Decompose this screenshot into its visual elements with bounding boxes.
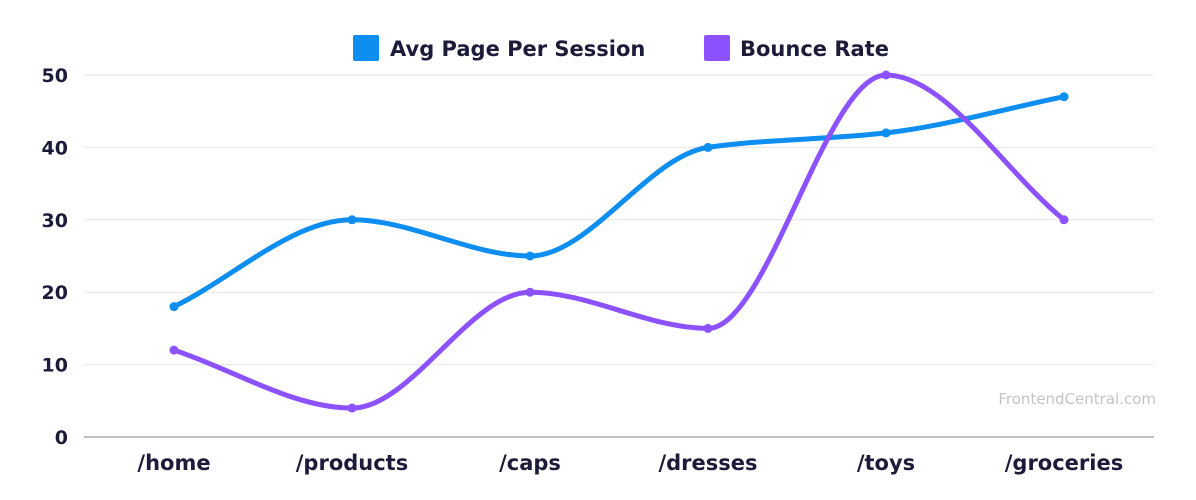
y-tick-label: 20 <box>42 282 68 304</box>
series-avg-page-per-session <box>169 92 1069 312</box>
x-tick-label: /caps <box>499 451 561 475</box>
data-point[interactable] <box>703 323 713 333</box>
grid-lines <box>84 74 1154 438</box>
series-bounce-rate <box>169 70 1069 413</box>
data-point[interactable] <box>881 128 891 138</box>
x-tick-label: /products <box>296 451 408 475</box>
legend-swatch <box>704 35 730 61</box>
x-tick-label: /groceries <box>1005 451 1123 475</box>
series-layer <box>169 70 1069 413</box>
data-point[interactable] <box>169 302 179 312</box>
legend-item-avg-page-per-session[interactable]: Avg Page Per Session <box>353 35 645 61</box>
data-point[interactable] <box>1059 92 1069 102</box>
legend-label: Avg Page Per Session <box>390 37 645 61</box>
y-tick-label: 40 <box>42 137 68 159</box>
series-line-avg-page-per-session <box>171 94 1067 310</box>
x-axis-ticks: /home/products/caps/dresses/toys/groceri… <box>137 451 1123 475</box>
data-point[interactable] <box>347 403 357 413</box>
data-point[interactable] <box>525 251 535 261</box>
y-tick-label: 0 <box>55 427 68 449</box>
x-tick-label: /toys <box>857 451 915 475</box>
x-tick-label: /home <box>137 451 210 475</box>
data-point[interactable] <box>347 215 357 225</box>
y-tick-label: 30 <box>42 210 68 232</box>
data-point[interactable] <box>703 142 713 152</box>
data-point[interactable] <box>1059 215 1069 225</box>
data-point[interactable] <box>525 287 535 297</box>
y-tick-label: 50 <box>42 65 68 87</box>
y-tick-label: 10 <box>42 355 68 377</box>
data-point[interactable] <box>169 345 179 355</box>
legend-item-bounce-rate[interactable]: Bounce Rate <box>704 35 889 61</box>
y-axis-ticks: 0 10 20 30 40 50 <box>42 65 68 449</box>
x-tick-label: /dresses <box>658 451 757 475</box>
legend-label: Bounce Rate <box>740 37 889 61</box>
legend[interactable]: Avg Page Per Session Bounce Rate <box>353 35 889 61</box>
watermark: FrontendCentral.com <box>998 390 1156 408</box>
legend-swatch <box>353 35 379 61</box>
data-point[interactable] <box>881 70 891 80</box>
